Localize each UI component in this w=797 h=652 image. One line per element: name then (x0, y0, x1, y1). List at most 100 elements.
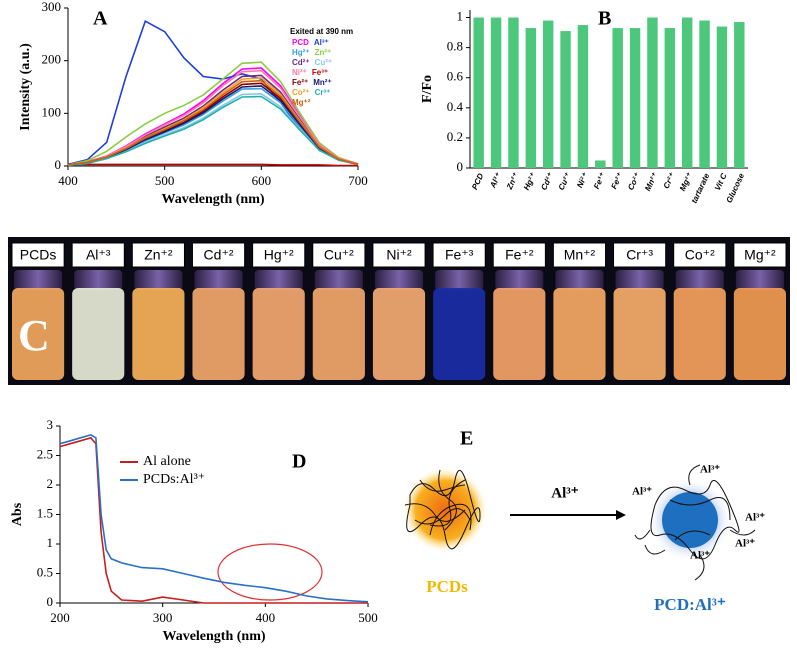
vial-photo: PCDs Al⁺³ Zn⁺² Cd⁺² Hg⁺² Cu⁺² Ni⁺² Fe⁺³ Fe⁺² Mn⁺²… (8, 237, 790, 385)
panel-label: C (18, 311, 50, 360)
vial-body (312, 288, 365, 380)
bar (490, 17, 502, 169)
panel-label: D (292, 451, 306, 473)
vial-body (553, 288, 606, 380)
vial-label-box (372, 242, 426, 268)
vial-body (132, 288, 185, 380)
annotation: Exited at 390 nm (290, 27, 353, 36)
vial-label: Al⁺³ (86, 247, 111, 263)
vial-cap (194, 270, 243, 290)
series-line (59, 434, 369, 603)
highlight-ellipse (217, 543, 323, 601)
vial-cap (615, 270, 664, 290)
x-tick-label: Fe²⁺ (609, 171, 624, 190)
vial-label: Hg⁺² (264, 247, 294, 263)
vial-label-box (11, 242, 65, 268)
vial-cap (14, 270, 63, 290)
x-tick-label: Al³⁺ (488, 171, 503, 190)
panel-label: A (93, 8, 108, 30)
x-tick-label: 400 (58, 173, 78, 188)
x-tick-label: Cu²⁺ (557, 171, 573, 191)
series-line (67, 79, 359, 166)
x-tick-label: Mn²⁺ (643, 171, 659, 192)
bar (560, 31, 571, 168)
y-tick-label: 0.8 (447, 39, 463, 54)
x-tick-label: PCD (470, 172, 485, 191)
arrow-label: Al³⁺ (551, 485, 578, 501)
legend-row: PCD Al³⁺ (292, 38, 329, 47)
series-line (59, 436, 368, 604)
bar (525, 28, 537, 168)
bar (699, 20, 710, 169)
legend-row: Ni²⁺ Fe³⁺ (292, 68, 328, 77)
legend-label: Hg²⁺ (292, 48, 310, 57)
vial-cap (435, 270, 484, 290)
legend-row: Co²⁺ Cr³⁺ (292, 88, 330, 97)
series-line (67, 61, 359, 166)
y-tick-label: 3 (47, 417, 54, 432)
legend-row: Mg⁺² (292, 98, 311, 107)
y-tick-label: 100 (42, 104, 62, 119)
x-tick-label: Fe³⁺ (592, 171, 607, 190)
vial-body (372, 288, 426, 380)
pcd-al-particle (662, 492, 718, 548)
legend-label: PCD (292, 38, 309, 47)
vial-label: Cd⁺² (204, 247, 234, 263)
legend-label: Al³⁺ (314, 38, 329, 47)
series-line (67, 69, 359, 166)
legend-label: PCDs:Al³⁺ (143, 472, 205, 487)
x-tick-label: 600 (252, 173, 272, 188)
x-tick-label: Cd²⁺ (539, 171, 555, 191)
vial-label-box (71, 242, 125, 268)
bar (612, 28, 623, 168)
vial-label-box (552, 242, 607, 268)
series-line (68, 163, 358, 167)
legend-label: Cd²⁺ (292, 58, 310, 67)
vial-label-box (492, 242, 546, 268)
vial-label-box (131, 242, 185, 268)
vial-cap (675, 270, 724, 290)
y-tick-label: 1 (457, 9, 464, 24)
y-tick-label: 0 (55, 157, 62, 172)
legend-label: Mg⁺² (292, 98, 311, 107)
y-axis-label: Abs (10, 502, 25, 526)
legend-label: Fe²⁺ (292, 78, 308, 87)
x-tick-label: Vit C (713, 172, 729, 192)
y-tick-label: 300 (42, 0, 62, 14)
ion-label: Al³⁺ (700, 464, 720, 476)
vial-body (12, 288, 65, 380)
vial-label: Cr⁺³ (626, 247, 653, 263)
x-tick-label: 500 (358, 610, 378, 625)
vial-body (613, 288, 666, 380)
legend-label: Cr³⁺ (315, 88, 331, 97)
panel-label: E (460, 428, 473, 450)
vial-label: Ni⁺² (386, 247, 412, 263)
vial-body (673, 288, 726, 380)
bar (681, 17, 693, 169)
legend-label: Mn²⁺ (313, 78, 331, 87)
polymer-chains (404, 469, 481, 550)
bar (716, 26, 728, 168)
vial-body (192, 288, 245, 380)
bar (647, 17, 658, 169)
y-tick-label: 0.6 (447, 69, 464, 84)
y-tick-label: 2.5 (37, 446, 53, 461)
vial-body (433, 288, 486, 380)
vial-body (733, 288, 786, 380)
x-tick-label: 300 (153, 610, 173, 625)
y-tick-label: 200 (42, 52, 62, 67)
bar (734, 22, 745, 168)
bar (508, 17, 519, 169)
vial-label-box (312, 242, 366, 268)
pcd-particle (403, 468, 487, 552)
legend-row: Hg²⁺ Zn²⁺ (292, 48, 331, 57)
diagram: E Al³⁺ PCDs PCD:Al³⁺ Al³⁺ Al³⁺ Al³⁺ Al³⁺… (403, 428, 765, 614)
bar (629, 28, 641, 168)
vial-cap (555, 270, 604, 290)
y-tick-label: 0.4 (447, 99, 464, 114)
y-tick-label: 2 (47, 476, 54, 491)
bar (473, 17, 484, 169)
vial-label-box (673, 242, 727, 268)
vial-label-box (613, 242, 667, 268)
vial-body (72, 288, 125, 380)
